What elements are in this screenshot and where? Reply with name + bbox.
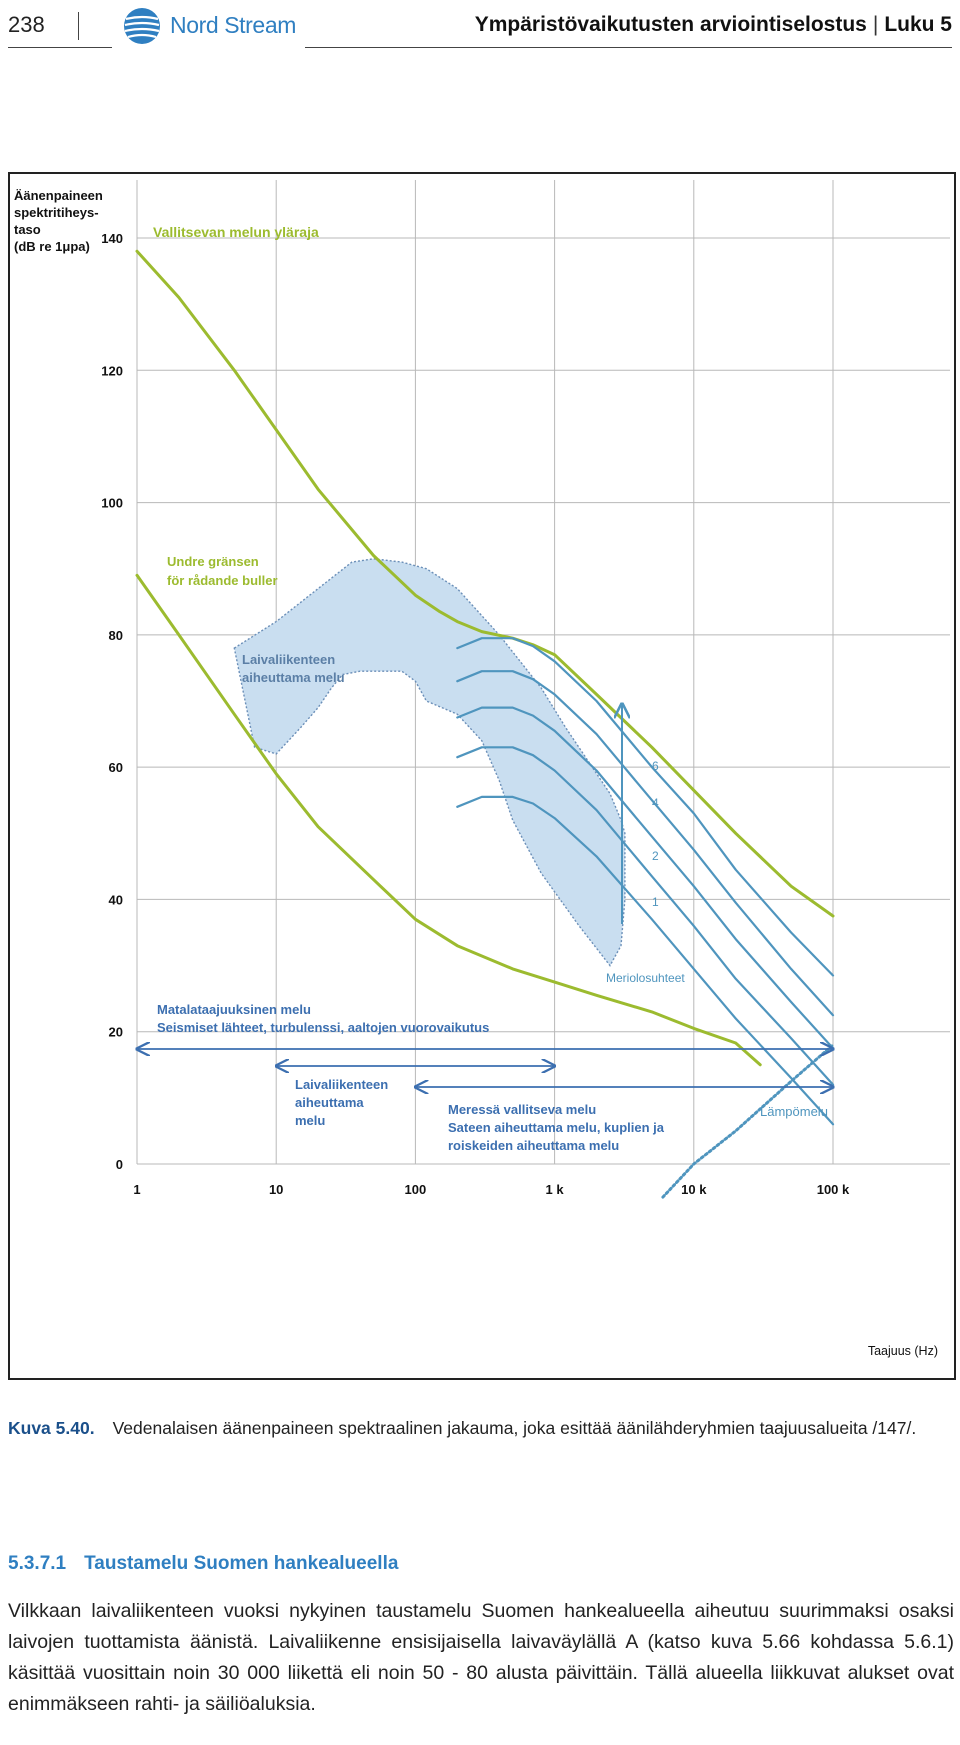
label-undre-1: Undre gränsen <box>167 554 259 569</box>
series-line-0 <box>135 249 835 918</box>
section-heading: 5.3.7.1 Taustamelu Suomen hankealueella <box>8 1553 398 1575</box>
figure-caption: Kuva 5.40. Vedenalaisen äänenpaineen spek… <box>8 1415 952 1441</box>
series-line-4 <box>456 706 835 1050</box>
label-matala-sub: Seismiset lähteet, turbulenssi, aaltojen… <box>157 1020 489 1035</box>
x-tick-label: 1 k <box>546 1182 565 1197</box>
series-line-3 <box>456 670 835 1017</box>
y-tick-label: 40 <box>109 892 123 907</box>
label-lampomelu: Lämpömelu <box>760 1104 828 1119</box>
y-tick-label: 60 <box>109 760 123 775</box>
body-paragraph: Vilkkaan laivaliikenteen vuoksi nykyinen… <box>8 1600 954 1715</box>
nord-stream-logo-icon <box>124 8 160 44</box>
series-line-1 <box>135 573 762 1067</box>
label-undre-2: för rådande buller <box>167 573 278 588</box>
label-meressa-title: Meressä vallitseva melu <box>448 1102 596 1117</box>
x-axis-label: Taajuus (Hz) <box>868 1344 938 1358</box>
y-axis-label-line-2: spektritiheys- <box>14 205 99 220</box>
label-laiva-band-3: melu <box>295 1113 325 1128</box>
x-tick-label: 10 k <box>681 1182 707 1197</box>
ship-noise-region <box>233 558 626 967</box>
sea-level-label-1: 1 <box>652 895 659 909</box>
series-line-6 <box>456 795 835 1126</box>
y-tick-label: 20 <box>109 1025 123 1040</box>
x-tick-label: 1 <box>133 1182 140 1197</box>
label-vallitseva: Vallitsevan melun yläraja <box>153 224 319 240</box>
document-title: Ympäristövaikutusten arviointiselostus <box>474 13 867 36</box>
y-tick-label: 100 <box>101 496 123 511</box>
series-layer <box>135 249 835 1199</box>
y-axis-label-line-4: (dB re 1μpa) <box>14 239 90 254</box>
region-layer <box>233 558 626 967</box>
label-meressa-sub-2: roiskeiden aiheuttama melu <box>448 1138 619 1153</box>
sea-level-label-2: 2 <box>652 849 659 863</box>
caption-text: Vedenalaisen äänenpaineen spektraalinen … <box>112 1418 917 1438</box>
chapter-label: Luku 5 <box>884 13 952 36</box>
header-rule-left <box>8 47 112 48</box>
y-tick-label: 80 <box>109 628 123 643</box>
label-matala-title: Matalataajuuksinen melu <box>157 1002 311 1017</box>
y-axis-label-line-1: Äänenpaineen <box>14 188 103 203</box>
label-meriolosuhteet: Meriolosuhteet <box>606 971 685 985</box>
y-tick-label: 140 <box>101 231 123 246</box>
annotation-layer <box>137 704 833 1087</box>
label-laiva-band-2: aiheuttama <box>295 1095 364 1110</box>
label-laiva-band-1: Laivaliikenteen <box>295 1077 388 1092</box>
series-line-5 <box>456 746 835 1086</box>
page-header: 238 Nord Stream Ympäristövaikutusten arv… <box>0 0 960 56</box>
section-number: 5.3.7.1 <box>8 1553 67 1574</box>
y-axis-label-line-3: taso <box>14 222 41 237</box>
page-number: 238 <box>8 12 45 37</box>
x-tick-label: 100 k <box>817 1182 850 1197</box>
y-tick-label: 0 <box>116 1157 123 1172</box>
y-tick-label: 120 <box>101 363 123 378</box>
label-laiva-region-2: aiheuttama melu <box>242 670 345 685</box>
section-title: Taustamelu Suomen hankealueella <box>84 1553 399 1574</box>
series-line-2 <box>456 637 835 977</box>
x-tick-label: 100 <box>405 1182 427 1197</box>
spectrum-chart: 0 20 40 60 80 100 120 140 1 10 100 1 k 10 k 100 k Ään… <box>14 180 950 1358</box>
header-separator <box>78 12 79 40</box>
series-line-7 <box>661 1043 835 1199</box>
x-tick-label: 10 <box>269 1182 283 1197</box>
label-meressa-sub-1: Sateen aiheuttama melu, kuplien ja <box>448 1120 665 1135</box>
header-rule-right <box>305 47 952 48</box>
label-laiva-region-1: Laivaliikenteen <box>242 652 335 667</box>
figure-frame: 0 20 40 60 80 100 120 140 1 10 100 1 k 10 k 100 k Ään… <box>8 172 956 1380</box>
sea-level-label-6: 6 <box>652 759 659 773</box>
caption-number: Kuva 5.40. <box>8 1418 95 1438</box>
sea-level-label-4: 4 <box>652 796 659 810</box>
running-title: Ympäristövaikutusten arviointiselostus | L… <box>475 13 952 37</box>
title-separator: | <box>872 13 879 36</box>
brand-name: Nord Stream <box>170 12 296 38</box>
